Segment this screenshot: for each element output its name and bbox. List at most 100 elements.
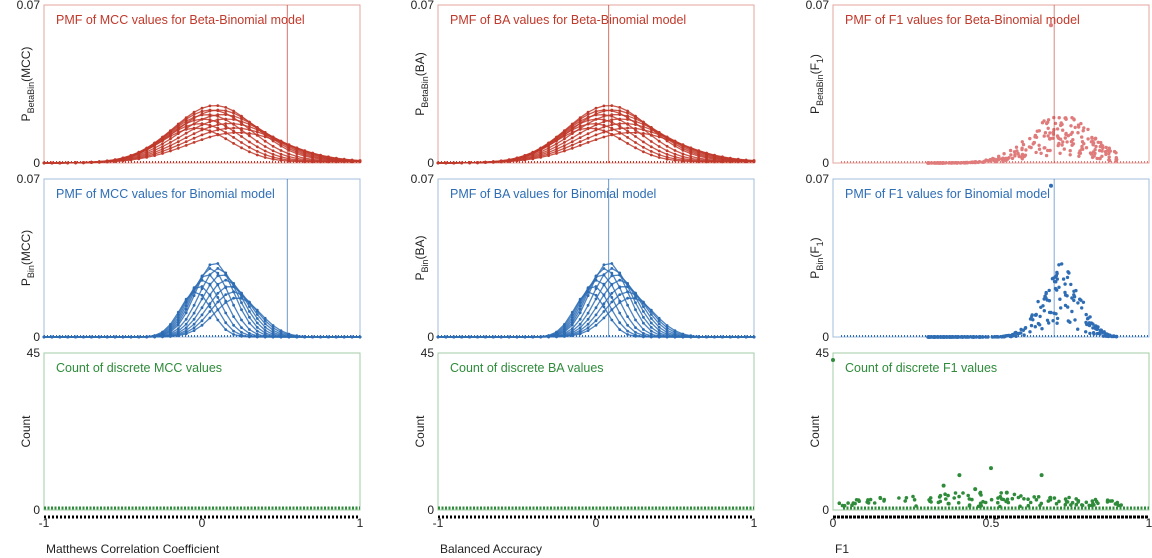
pmf-point: [287, 155, 291, 159]
pmf-point: [192, 136, 196, 140]
pmf-point: [303, 156, 307, 160]
pmf-point: [649, 332, 653, 336]
f1-pmf-point: [1061, 128, 1065, 132]
pmf-point: [255, 317, 259, 320]
pmf-point: [594, 128, 598, 132]
y-tick-bottom: 0: [33, 503, 40, 517]
f1-pmf-point: [1039, 305, 1043, 309]
pmf-point: [634, 293, 637, 296]
count-point: [1091, 501, 1095, 506]
f1-pmf-point: [1016, 151, 1020, 156]
pmf-point: [626, 290, 629, 294]
pmf-point: [602, 135, 606, 139]
pmf-point: [563, 133, 566, 137]
pmf-point: [610, 133, 614, 137]
pmf-point: [618, 109, 622, 113]
pmf-point: [649, 313, 653, 316]
pmf-point: [248, 134, 251, 138]
count-point: [996, 500, 1000, 505]
pmf-curve: [438, 274, 754, 338]
f1-pmf-point: [1084, 146, 1089, 150]
pmf-point: [200, 123, 204, 127]
pmf-point: [232, 290, 236, 294]
pmf-point: [216, 300, 220, 304]
f1-pmf-point: [1064, 132, 1068, 137]
pmf-point: [216, 108, 220, 112]
f1-pmf-point: [1078, 149, 1082, 153]
count-point: [998, 504, 1002, 509]
pmf-point: [153, 154, 157, 158]
count-point: [912, 498, 917, 502]
x-tick-label: 0: [830, 516, 837, 530]
count-point: [1022, 497, 1026, 501]
pmf-point: [184, 121, 188, 125]
pmf-point: [626, 136, 629, 139]
pmf-point: [169, 129, 172, 133]
pmf-point: [224, 122, 228, 125]
f1-pmf-point: [1090, 135, 1094, 140]
count-point: [846, 501, 850, 505]
f1-pmf-point: [1072, 289, 1076, 293]
f1-pmf-point: [1062, 147, 1067, 151]
pmf-point: [208, 310, 212, 313]
pmf-point: [192, 326, 196, 330]
count-point: [967, 503, 972, 507]
f1-pmf-point: [1086, 137, 1090, 141]
pmf-point: [240, 318, 243, 322]
pmf-point: [555, 142, 558, 146]
count-point: [1000, 497, 1004, 501]
f1-pmf-point: [1060, 262, 1064, 266]
pmf-point: [287, 157, 291, 161]
pmf-point: [697, 149, 701, 153]
pmf-point: [255, 321, 259, 325]
count-point: [1032, 495, 1036, 499]
pmf-point: [224, 311, 228, 315]
pmf-point: [200, 109, 204, 113]
count-point: [1018, 504, 1022, 509]
pmf-point: [634, 318, 637, 322]
pmf-point: [634, 326, 637, 329]
pmf-point: [594, 109, 598, 113]
f1-pmf-point: [1084, 312, 1088, 317]
pmf-point: [200, 133, 204, 137]
pmf-point: [248, 301, 251, 305]
f1-pmf-point: [1008, 148, 1013, 153]
pmf-point: [689, 157, 693, 160]
f1-pmf-point: [1060, 143, 1064, 147]
count-point: [1096, 501, 1100, 506]
f1-pmf-point: [1079, 298, 1083, 302]
f1-pmf-point: [1057, 116, 1061, 120]
pmf-point: [618, 328, 622, 331]
pmf-point: [263, 133, 267, 137]
count-point: [853, 501, 857, 506]
count-point: [1010, 496, 1015, 501]
pmf-point: [586, 110, 590, 114]
f1-pmf-point: [1063, 282, 1067, 286]
pmf-point: [248, 132, 251, 135]
pmf-point: [208, 267, 212, 270]
pmf-point: [232, 142, 236, 145]
pmf-point: [240, 126, 243, 130]
count-point: [943, 492, 947, 497]
pmf-point: [216, 128, 220, 132]
pmf-point: [279, 157, 283, 161]
pmf-point: [263, 153, 267, 157]
y-axis-label: PBin(BA): [413, 235, 430, 280]
pmf-point: [681, 143, 685, 147]
x-axis-label: Balanced Accuracy: [440, 542, 542, 556]
f1-pmf-point: [1091, 322, 1095, 326]
pmf-point: [216, 104, 220, 107]
pmf-point: [626, 142, 629, 145]
pmf-point: [642, 125, 645, 129]
f1-pmf-point: [1066, 270, 1070, 274]
pmf-point: [255, 329, 259, 333]
f1-pmf-point: [1070, 116, 1074, 120]
pmf-point: [208, 118, 212, 122]
pmf-point: [263, 145, 267, 148]
pmf-point: [618, 278, 622, 282]
pmf-point: [744, 335, 748, 339]
pmf-point: [578, 121, 582, 125]
pmf-point: [657, 139, 661, 143]
pmf-point: [634, 135, 637, 138]
f1-pmf-point: [1055, 321, 1059, 325]
